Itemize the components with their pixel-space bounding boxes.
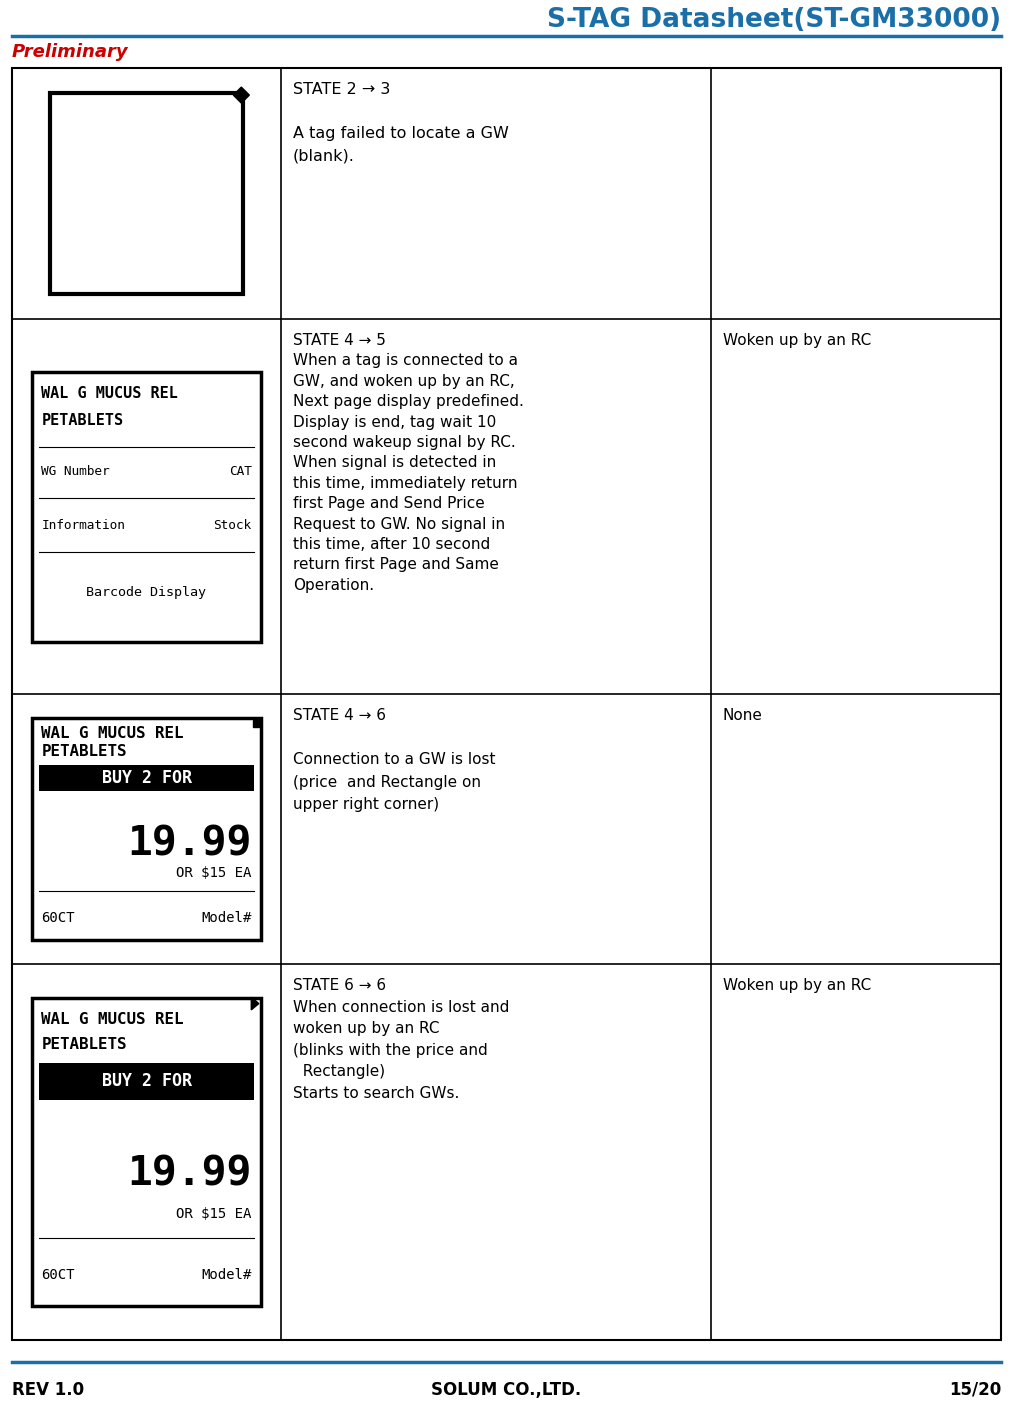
Text: OR $15 EA: OR $15 EA [176, 1207, 251, 1221]
Text: None: None [723, 708, 763, 723]
Bar [40, 764, 254, 791]
Bar [32, 372, 260, 641]
Bar [32, 719, 260, 940]
Text: Model#: Model# [202, 910, 251, 925]
Text: Preliminary: Preliminary [12, 43, 129, 61]
Text: WAL G MUCUS REL: WAL G MUCUS REL [42, 386, 178, 401]
Text: Barcode Display: Barcode Display [86, 587, 207, 600]
Text: WG Number: WG Number [42, 465, 110, 478]
Text: SOLUM CO.,LTD.: SOLUM CO.,LTD. [432, 1381, 581, 1400]
Text: Stock: Stock [214, 519, 251, 532]
Text: Woken up by an RC: Woken up by an RC [723, 333, 871, 347]
Text: OR $15 EA: OR $15 EA [176, 866, 251, 881]
Polygon shape [251, 997, 259, 1010]
Bar [32, 998, 260, 1306]
Text: STATE 2 → 3

A tag failed to locate a GW
(blank).: STATE 2 → 3 A tag failed to locate a GW … [293, 82, 509, 163]
Text: Information: Information [42, 519, 126, 532]
Bar [12, 68, 1001, 1340]
Text: WAL G MUCUS REL: WAL G MUCUS REL [42, 1012, 183, 1027]
Text: 60CT: 60CT [42, 910, 75, 925]
Text: BUY 2 FOR: BUY 2 FOR [101, 769, 191, 787]
Bar [252, 720, 259, 726]
Text: CAT: CAT [229, 465, 251, 478]
Text: STATE 4 → 6

Connection to a GW is lost
(price  and Rectangle on
upper right cor: STATE 4 → 6 Connection to a GW is lost (… [293, 708, 495, 811]
Text: 15/20: 15/20 [949, 1381, 1001, 1400]
Text: S-TAG Datasheet(ST-GM33000): S-TAG Datasheet(ST-GM33000) [547, 7, 1001, 33]
Text: PETABLETS: PETABLETS [42, 413, 124, 428]
Text: Woken up by an RC: Woken up by an RC [723, 978, 871, 993]
Bar [40, 1062, 254, 1099]
Polygon shape [233, 86, 249, 104]
Text: PETABLETS: PETABLETS [42, 1037, 127, 1052]
Text: REV 1.0: REV 1.0 [12, 1381, 84, 1400]
Text: STATE 6 → 6
When connection is lost and
woken up by an RC
(blinks with the price: STATE 6 → 6 When connection is lost and … [293, 978, 510, 1100]
Text: BUY 2 FOR: BUY 2 FOR [101, 1072, 191, 1090]
Text: WAL G MUCUS REL: WAL G MUCUS REL [42, 726, 183, 742]
Text: STATE 4 → 5
When a tag is connected to a
GW, and woken up by an RC,
Next page di: STATE 4 → 5 When a tag is connected to a… [293, 333, 524, 593]
Text: PETABLETS: PETABLETS [42, 744, 127, 759]
Text: Model#: Model# [202, 1268, 251, 1282]
Text: 60CT: 60CT [42, 1268, 75, 1282]
Text: 19.99: 19.99 [128, 825, 251, 864]
Text: 19.99: 19.99 [128, 1154, 251, 1193]
Bar [50, 94, 243, 294]
